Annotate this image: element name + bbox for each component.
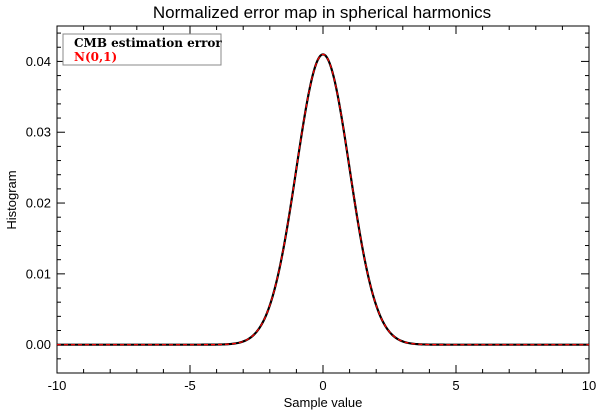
x-tick-labels: -10 -5 0 5 10 xyxy=(48,378,597,393)
x-axis-label: Sample value xyxy=(284,395,363,410)
x-tick-label: -10 xyxy=(48,378,67,393)
legend: CMB estimation error N(0,1) xyxy=(62,33,222,66)
chart-title: Normalized error map in spherical harmon… xyxy=(153,3,491,22)
y-tick-label: 0.00 xyxy=(26,337,51,352)
y-tick-label: 0.02 xyxy=(26,196,51,211)
y-tick-label: 0.03 xyxy=(26,125,51,140)
axis-ticks xyxy=(56,26,590,374)
x-tick-label: 0 xyxy=(319,378,326,393)
y-axis-label: Histogram xyxy=(4,170,19,229)
y-tick-label: 0.01 xyxy=(26,266,51,281)
series-line-normal-distribution xyxy=(57,53,589,346)
y-tick-labels: 0.00 0.01 0.02 0.03 0.04 xyxy=(26,54,51,352)
legend-box xyxy=(62,33,222,66)
legend-entry-normal: N(0,1) xyxy=(74,50,117,64)
plot-frame xyxy=(56,25,590,374)
y-tick-label: 0.04 xyxy=(26,54,51,69)
x-tick-label: -5 xyxy=(184,378,196,393)
x-tick-label: 5 xyxy=(452,378,459,393)
legend-entry-cmb: CMB estimation error xyxy=(74,36,222,50)
x-tick-label: 10 xyxy=(582,378,596,393)
series-layer xyxy=(57,53,589,346)
series-line-cmb-estimation-error xyxy=(57,53,589,346)
